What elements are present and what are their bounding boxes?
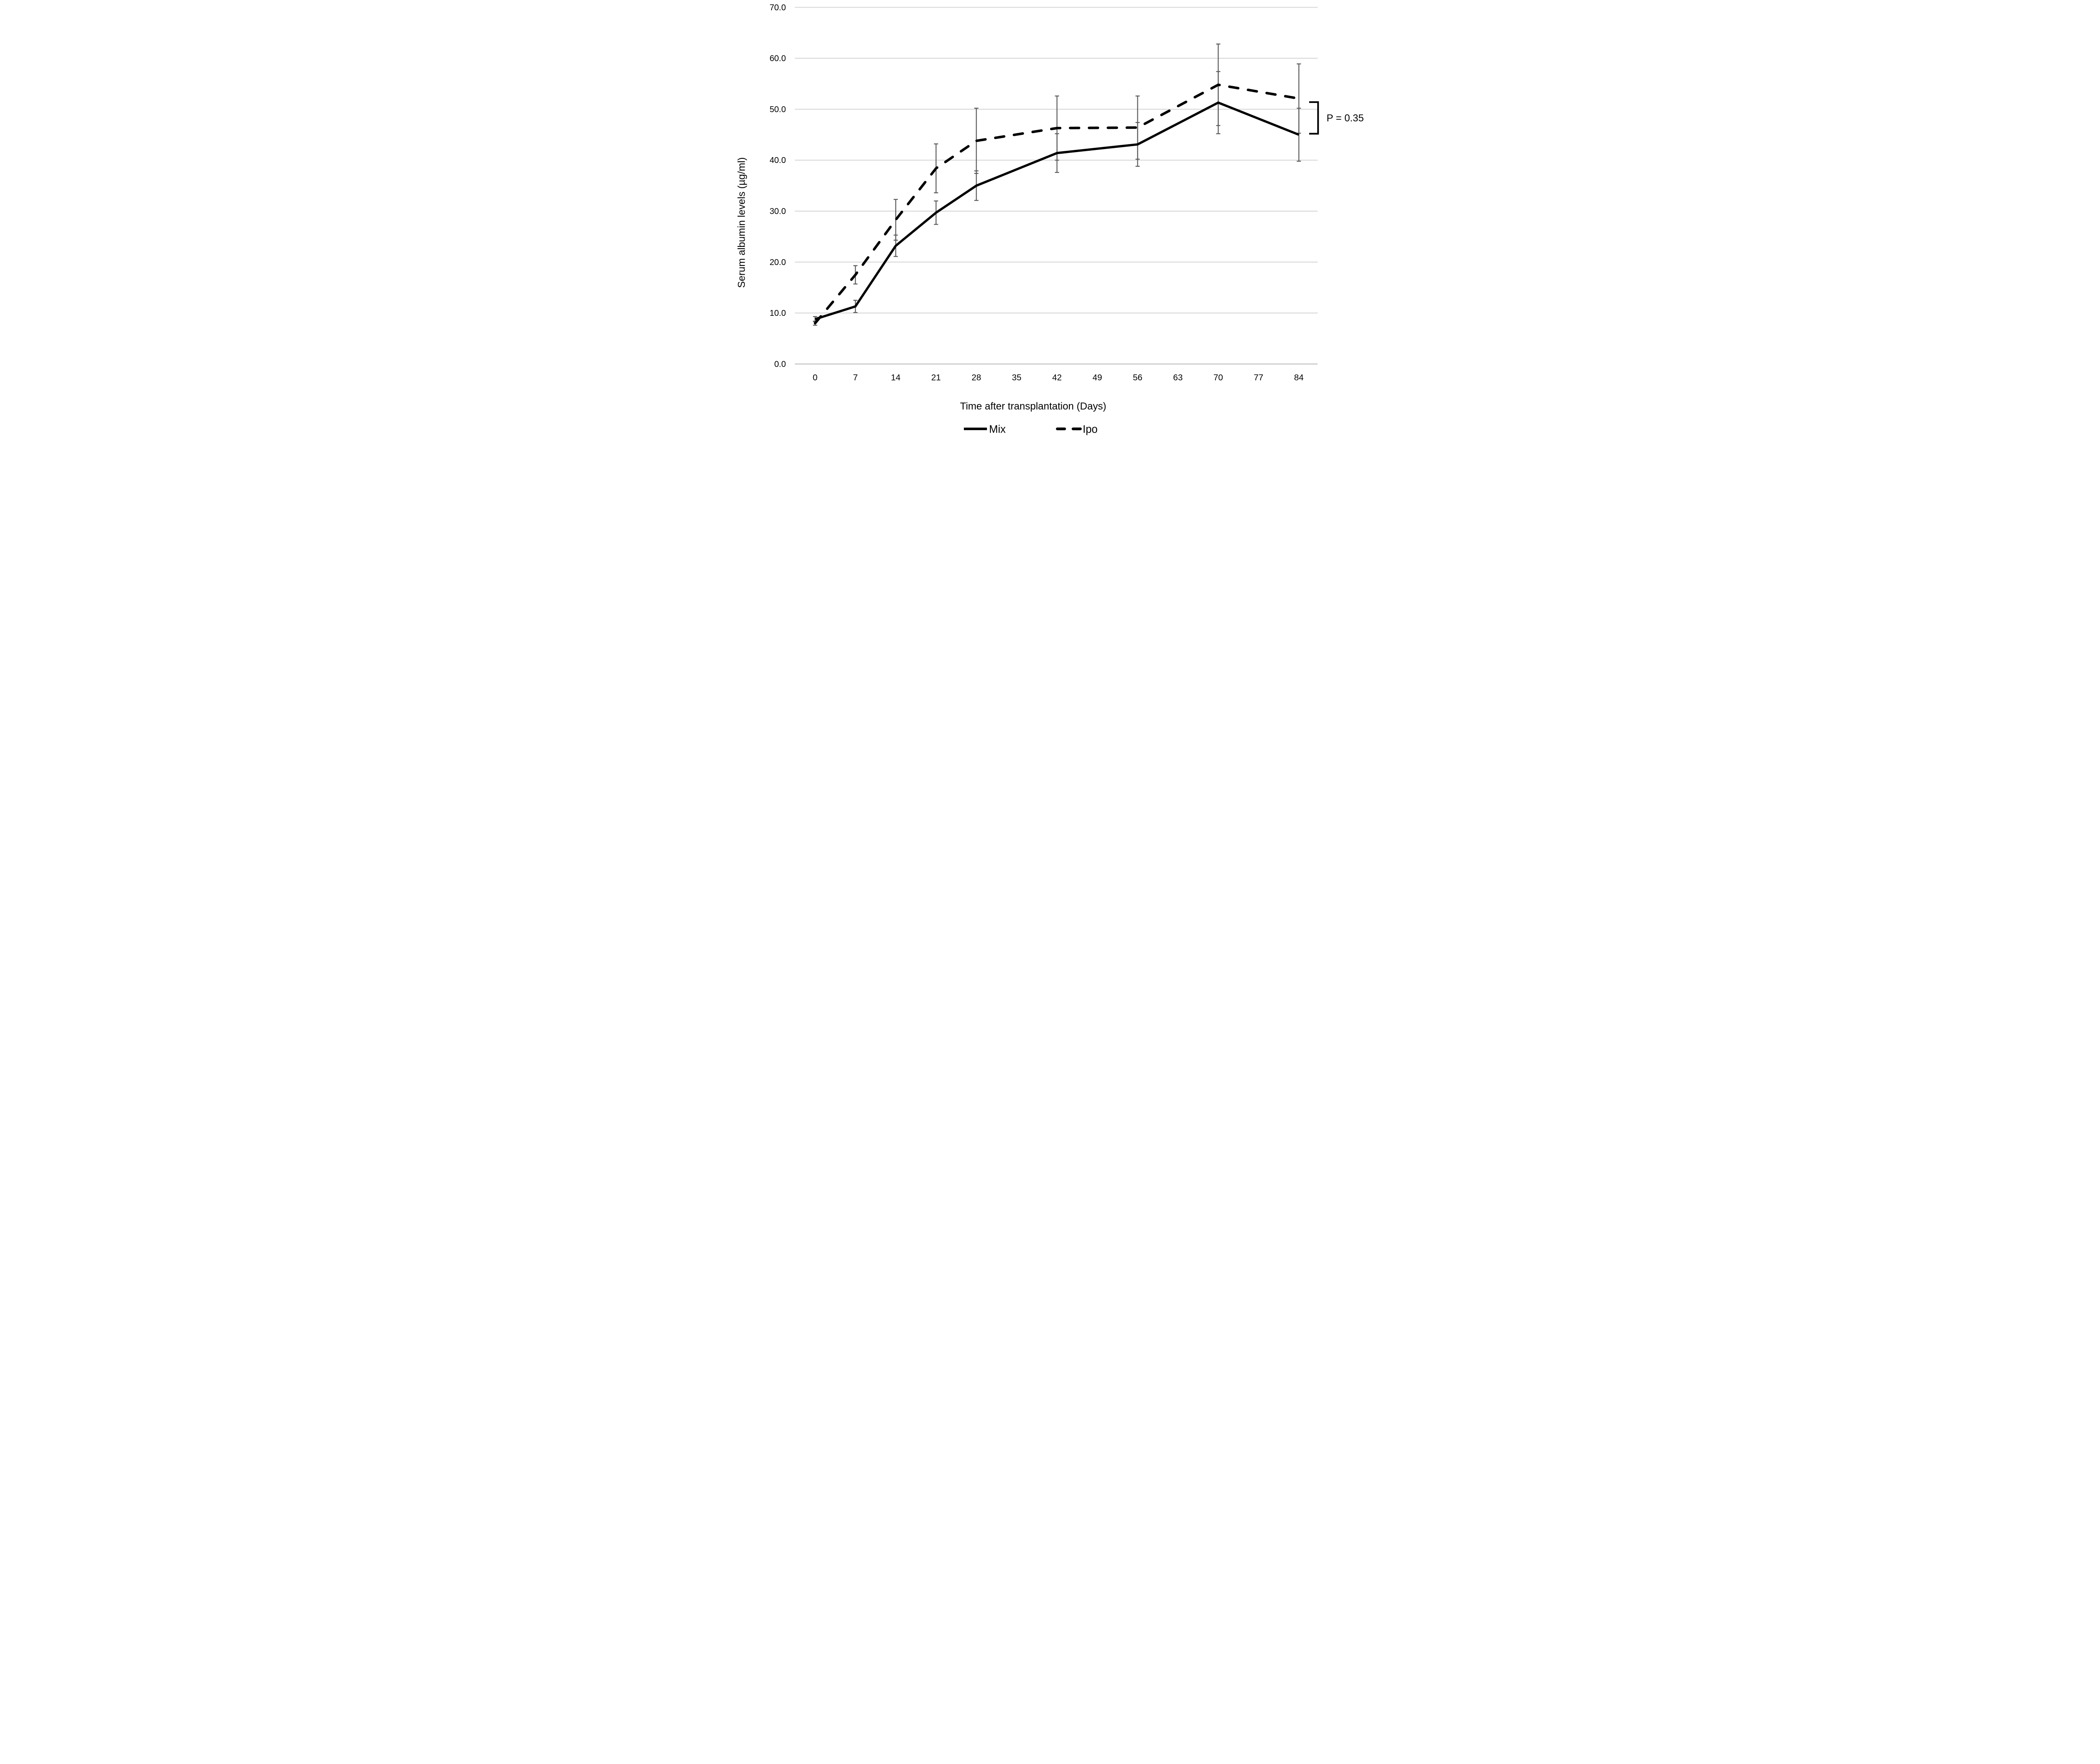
error-bar bbox=[1135, 95, 1140, 160]
legend-label-mix: Mix bbox=[989, 423, 1005, 435]
legend-group: Mix Ipo bbox=[963, 423, 1097, 435]
x-tick-label: 0 bbox=[813, 373, 817, 383]
x-tick-label: 28 bbox=[971, 373, 981, 383]
x-tick-label: 21 bbox=[931, 373, 941, 383]
x-tick-label: 70 bbox=[1213, 373, 1223, 383]
y-tick-label: 60.0 bbox=[769, 54, 786, 63]
y-tick-label: 70.0 bbox=[769, 3, 786, 12]
y-tick-label: 0.0 bbox=[774, 360, 786, 369]
x-tick-label: 49 bbox=[1092, 373, 1102, 383]
y-tick-label: 40.0 bbox=[769, 156, 786, 165]
y-axis-title: Serum albumin levels (µg/ml) bbox=[736, 157, 747, 288]
gridlines-group bbox=[794, 7, 1318, 365]
p-value-label: P = 0.35 bbox=[1326, 113, 1364, 124]
series-line-ipo bbox=[814, 83, 1300, 325]
y-tick-label: 30.0 bbox=[769, 207, 786, 216]
series-line-mix bbox=[814, 101, 1299, 320]
chart-canvas: 0.0 10.0 20.0 30.0 40.0 50.0 60.0 70.0 0 7 14 21 28 3… bbox=[736, 3, 1364, 435]
y-tick-label: 10.0 bbox=[769, 309, 786, 318]
y-tick-label: 20.0 bbox=[769, 258, 786, 267]
x-tick-label: 63 bbox=[1173, 373, 1183, 383]
x-tick-label: 14 bbox=[891, 373, 900, 383]
tick-labels-group: 0.0 10.0 20.0 30.0 40.0 50.0 60.0 70.0 0 7 14 21 28 3… bbox=[769, 3, 1304, 382]
x-tick-label: 35 bbox=[1012, 373, 1021, 383]
figure-container: 0.0 10.0 20.0 30.0 40.0 50.0 60.0 70.0 0 7 14 21 28 3… bbox=[728, 0, 1372, 441]
x-tick-label: 84 bbox=[1294, 373, 1304, 383]
p-value-bracket bbox=[1309, 101, 1319, 135]
annotation-group: P = 0.35 bbox=[1309, 101, 1364, 135]
error-bars-group bbox=[813, 43, 1301, 326]
error-bar bbox=[1297, 63, 1301, 134]
x-tick-label: 42 bbox=[1052, 373, 1062, 383]
series-lines-group bbox=[814, 83, 1300, 325]
x-tick-label: 77 bbox=[1254, 373, 1263, 383]
legend-label-ipo: Ipo bbox=[1082, 423, 1097, 435]
x-tick-label: 7 bbox=[853, 373, 857, 383]
x-axis-title: Time after transplantation (Days) bbox=[960, 401, 1106, 412]
y-tick-label: 50.0 bbox=[769, 105, 786, 114]
x-tick-label: 56 bbox=[1133, 373, 1142, 383]
